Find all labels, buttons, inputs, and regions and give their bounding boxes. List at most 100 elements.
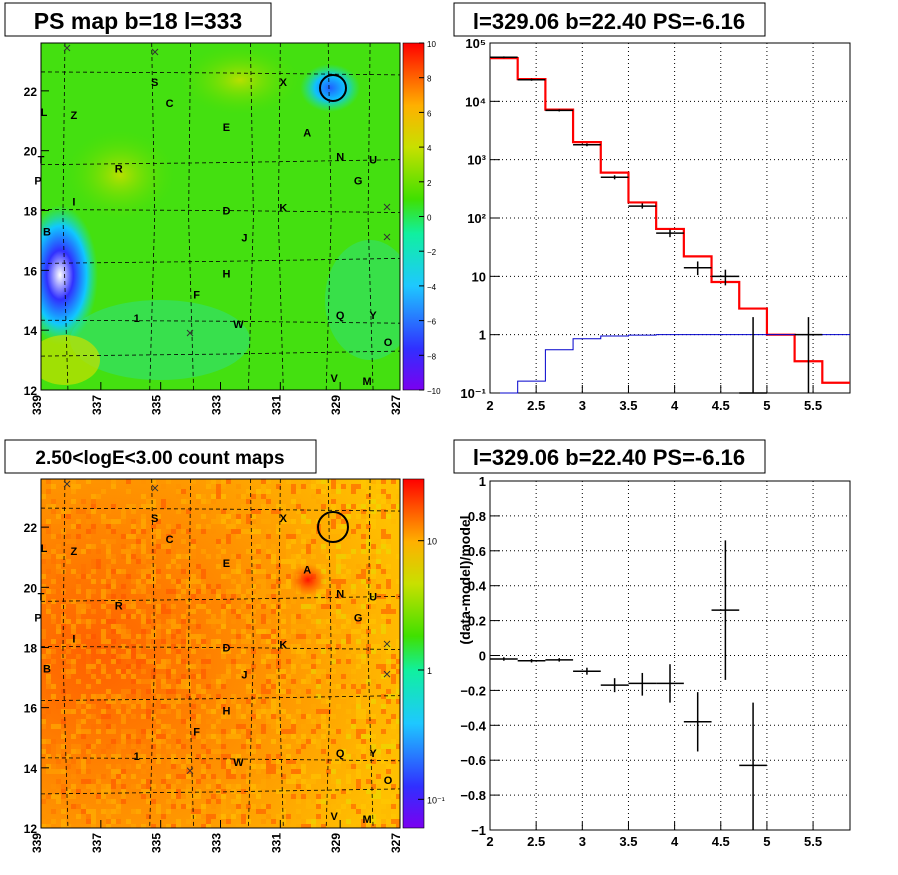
y-tick-label: 22 xyxy=(24,521,38,535)
source-label: W xyxy=(233,319,244,331)
grid-parallel xyxy=(41,71,400,76)
x-tick-label: 339 xyxy=(30,395,44,415)
y-tick-label: 22 xyxy=(24,85,38,99)
source-label: P xyxy=(34,176,41,188)
source-marker xyxy=(186,329,194,337)
source-marker xyxy=(151,48,159,56)
colorbar-tick-label: −4 xyxy=(427,283,437,292)
residual-y-label: (data-model)/model xyxy=(457,515,473,644)
spectrum-x-axis: 2 2.5 3 3.5 4 4.5 5 5.5 xyxy=(486,385,822,413)
spectrum-series xyxy=(490,56,850,394)
source-label: U xyxy=(369,591,377,603)
x-tick-label: 3 xyxy=(579,834,586,849)
grid-meridian xyxy=(149,479,156,828)
y-tick-label: 14 xyxy=(24,324,38,338)
source-label: T xyxy=(38,155,45,167)
source-marker xyxy=(383,670,391,678)
grid-meridian xyxy=(149,43,156,390)
source-label: E xyxy=(223,558,230,570)
colorbar-tick-label: 6 xyxy=(427,109,432,118)
source-marker xyxy=(63,480,71,488)
ps-map-title: PS map b=18 l=333 xyxy=(34,8,242,34)
spectrum-y-axis: 10⁻¹ 1 10 10² 10³ 10⁴ 10⁵ xyxy=(460,36,500,401)
residual-point xyxy=(545,658,574,662)
x-tick-label: 2 xyxy=(486,398,493,413)
y-tick-label: 10⁵ xyxy=(465,36,486,51)
source-label: A xyxy=(303,128,311,140)
residual-points xyxy=(490,540,767,830)
ps-map-y-axis: 12 14 16 18 20 22 xyxy=(24,85,49,398)
grid-meridian xyxy=(188,43,194,390)
source-label: H xyxy=(223,706,231,718)
count-map-y-axis: 12 14 16 18 20 22 xyxy=(24,521,49,836)
source-label: Y xyxy=(369,748,377,760)
x-tick-label: 5.5 xyxy=(804,834,822,849)
x-tick-label: 3.5 xyxy=(619,398,637,413)
x-tick-label: 333 xyxy=(210,833,224,853)
grid-parallel xyxy=(41,350,400,357)
grid-meridian xyxy=(367,479,374,828)
residual-point xyxy=(573,667,601,675)
source-label: S xyxy=(151,513,158,525)
colorbar-tick-label: 10 xyxy=(427,537,437,547)
source-label: I xyxy=(72,633,75,645)
source-label: F xyxy=(193,727,200,739)
data-point xyxy=(739,317,767,394)
y-tick-label: 0.2 xyxy=(468,614,486,629)
x-tick-label: 327 xyxy=(389,833,403,853)
residual-y-axis: 1 0.8 0.6 0.4 0.2 0 −0.2 −0.4 −0.6 −0.8 −1 xyxy=(460,474,500,838)
y-tick-label: −0.4 xyxy=(460,718,486,733)
residual-point xyxy=(628,672,657,696)
y-tick-label: 14 xyxy=(24,762,38,776)
y-tick-label: 16 xyxy=(24,702,38,716)
ps-map-panel: PS map b=18 l=333 S X C L Z E A T R N UG P I D K B J H F 1 W… xyxy=(4,2,441,415)
source-label: Y xyxy=(369,310,377,322)
source-label: R xyxy=(115,600,123,612)
grid-parallel xyxy=(41,319,400,324)
x-tick-label: 5 xyxy=(763,834,770,849)
residual-title: l=329.06 b=22.40 PS=-6.16 xyxy=(473,445,745,470)
grid-meridian xyxy=(188,479,194,828)
residual-panel: l=329.06 b=22.40 PS=-6.16 2 2.5 3 3.5 4 4.5 5 5… xyxy=(453,439,851,849)
x-tick-label: 335 xyxy=(150,833,164,853)
colorbar-tick-label: 0 xyxy=(427,214,432,223)
spectrum-title: l=329.06 b=22.40 PS=-6.16 xyxy=(473,9,745,34)
ps-map-heatmap xyxy=(41,43,400,390)
x-tick-label: 337 xyxy=(90,833,104,853)
x-tick-label: 339 xyxy=(30,833,44,853)
x-tick-label: 3 xyxy=(579,398,586,413)
y-tick-label: 1 xyxy=(479,328,486,343)
grid-parallel xyxy=(41,695,400,702)
roi-circle xyxy=(319,74,347,102)
y-tick-label: −1 xyxy=(471,823,486,838)
source-marker xyxy=(63,44,71,52)
source-label: A xyxy=(303,564,311,576)
x-tick-label: 333 xyxy=(210,395,224,415)
y-tick-label: 12 xyxy=(24,822,38,836)
grid-parallel xyxy=(41,788,400,795)
source-marker xyxy=(383,233,391,241)
y-tick-label: 20 xyxy=(24,581,38,595)
x-tick-label: 331 xyxy=(269,395,283,415)
ps-map-title-box xyxy=(4,2,272,37)
spectrum-title-box xyxy=(453,2,766,37)
source-label: Q xyxy=(336,748,345,760)
residual-title-box xyxy=(453,439,766,474)
x-tick-label: 331 xyxy=(269,833,283,853)
source-label: 1 xyxy=(134,313,140,325)
x-tick-label: 337 xyxy=(90,395,104,415)
x-tick-label: 4.5 xyxy=(712,834,730,849)
y-tick-label: −0.6 xyxy=(460,753,486,768)
source-label: J xyxy=(241,670,247,682)
data-point xyxy=(628,203,657,209)
count-source-markers xyxy=(63,480,391,775)
source-label: B xyxy=(43,664,51,676)
spectrum-panel: l=329.06 b=22.40 PS=-6.16 2 2.5 3 3.5 4 4.5 5 5… xyxy=(453,2,851,413)
source-label: P xyxy=(34,612,41,624)
source-label: T xyxy=(38,591,45,603)
x-tick-label: 329 xyxy=(329,395,343,415)
source-label: U xyxy=(369,155,377,167)
count-map-panel: 2.50<logE<3.00 count maps S X C L Z E A T R N UG P I… xyxy=(4,439,445,853)
residual-point xyxy=(683,692,712,752)
x-tick-label: 2.5 xyxy=(527,834,545,849)
